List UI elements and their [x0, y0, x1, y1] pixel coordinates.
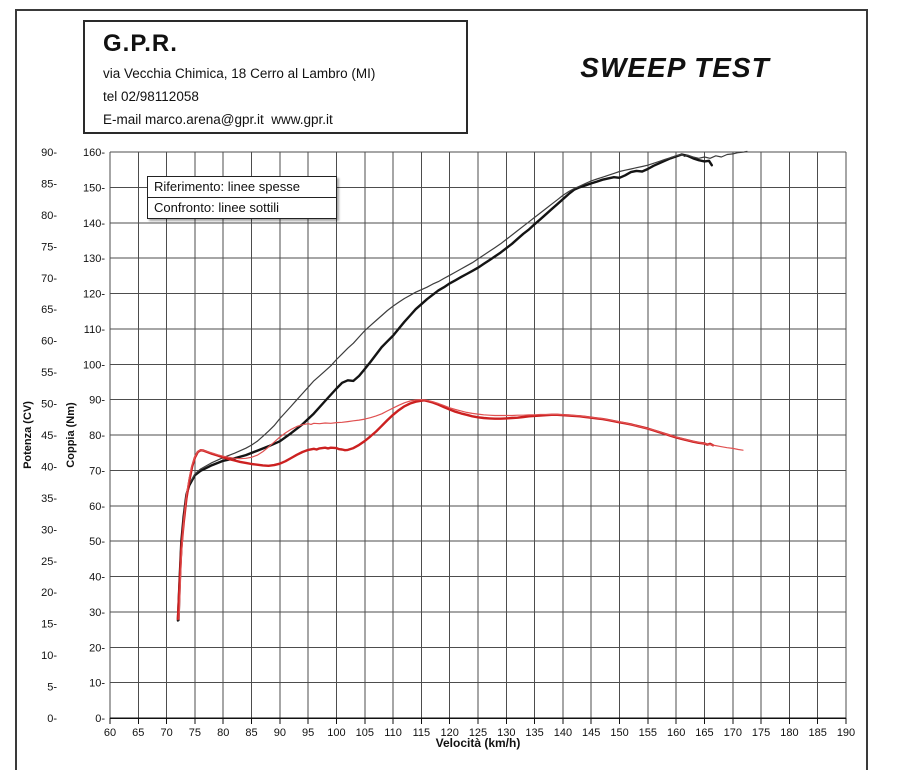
company-name: G.P.R. [103, 30, 178, 57]
nm-tick-label: 90- [89, 395, 105, 407]
nm-tick-label: 120- [83, 289, 105, 301]
nm-tick-label: 160- [83, 147, 105, 159]
x-tick-label: 155 [639, 727, 657, 739]
x-tick-label: 105 [356, 727, 374, 739]
x-tick-label: 125 [469, 727, 487, 739]
nm-tick-label: 80- [89, 430, 105, 442]
x-tick-label: 95 [302, 727, 314, 739]
cv-tick-label: 20- [41, 587, 57, 599]
x-tick-label: 145 [582, 727, 600, 739]
cv-tick-label: 90- [41, 147, 57, 159]
x-tick-label: 85 [245, 727, 257, 739]
x-tick-label: 90 [274, 727, 286, 739]
x-tick-label: 185 [809, 727, 827, 739]
company-phone: tel 02/98112058 [103, 89, 199, 104]
cv-tick-label: 55- [41, 367, 57, 379]
cv-tick-label: 40- [41, 461, 57, 473]
cv-tick-label: 80- [41, 210, 57, 222]
cv-tick-label: 25- [41, 556, 57, 568]
x-axis-label: Velocità (km/h) [435, 736, 521, 750]
series-coppia-confronto [178, 399, 744, 620]
cv-tick-label: 35- [41, 493, 57, 505]
x-tick-label: 100 [327, 727, 345, 739]
series-potenza-confronto [178, 150, 748, 622]
x-tick-label: 190 [837, 727, 855, 739]
page-title: SWEEP TEST [580, 52, 770, 83]
cv-tick-label: 75- [41, 241, 57, 253]
page-frame [15, 9, 868, 770]
series-potenza-riferimento [176, 153, 713, 622]
cv-tick-label: 50- [41, 399, 57, 411]
nm-tick-label: 140- [83, 218, 105, 230]
nm-tick-label: 40- [89, 572, 105, 584]
cv-tick-label: 10- [41, 650, 57, 662]
x-tick-label: 65 [132, 727, 144, 739]
x-tick-label: 170 [724, 727, 742, 739]
legend-box: Riferimento: linee spesse Confronto: lin… [147, 176, 337, 219]
cv-tick-label: 5- [47, 682, 57, 694]
x-tick-label: 130 [497, 727, 515, 739]
nm-tick-label: 110- [84, 324, 106, 336]
coppia-axis-label: Coppia (Nm) [65, 402, 77, 468]
nm-tick-label: 70- [89, 465, 105, 477]
series-coppia-riferimento [176, 399, 715, 621]
x-tick-label: 150 [610, 727, 628, 739]
cv-tick-label: 15- [41, 619, 57, 631]
nm-tick-label: 50- [89, 536, 105, 548]
company-address: via Vecchia Chimica, 18 Cerro al Lambro … [103, 66, 376, 81]
x-tick-label: 135 [525, 727, 543, 739]
nm-tick-label: 0- [95, 713, 105, 725]
cv-tick-label: 45- [41, 430, 57, 442]
x-tick-label: 60 [104, 727, 116, 739]
legend-riferimento: Riferimento: linee spesse [148, 177, 336, 198]
nm-tick-label: 130- [83, 253, 105, 265]
x-tick-label: 165 [695, 727, 713, 739]
x-tick-label: 70 [160, 727, 172, 739]
x-tick-label: 140 [554, 727, 572, 739]
cv-tick-label: 85- [41, 178, 57, 190]
nm-tick-label: 100- [83, 359, 105, 371]
legend-confronto: Confronto: linee sottili [154, 200, 280, 215]
potenza-axis-label: Potenza (CV) [22, 401, 34, 469]
nm-tick-label: 20- [89, 642, 105, 654]
x-tick-label: 115 [413, 727, 431, 739]
cv-tick-label: 65- [41, 304, 57, 316]
nm-tick-label: 150- [83, 182, 105, 194]
cv-tick-label: 0- [47, 713, 57, 725]
cv-tick-label: 30- [41, 524, 57, 536]
x-tick-label: 75 [189, 727, 201, 739]
nm-tick-label: 60- [89, 501, 105, 513]
x-tick-label: 160 [667, 727, 685, 739]
cv-tick-label: 70- [41, 273, 57, 285]
x-tick-label: 110 [384, 727, 402, 739]
x-tick-label: 180 [780, 727, 798, 739]
header-box: G.P.R. via Vecchia Chimica, 18 Cerro al … [83, 20, 468, 134]
x-tick-label: 175 [752, 727, 770, 739]
nm-tick-label: 10- [89, 678, 105, 690]
x-tick-label: 80 [217, 727, 229, 739]
nm-tick-label: 30- [89, 607, 105, 619]
company-email: E-mail marco.arena@gpr.it www.gpr.it [103, 112, 333, 127]
x-tick-label: 120 [441, 727, 459, 739]
cv-tick-label: 60- [41, 336, 57, 348]
